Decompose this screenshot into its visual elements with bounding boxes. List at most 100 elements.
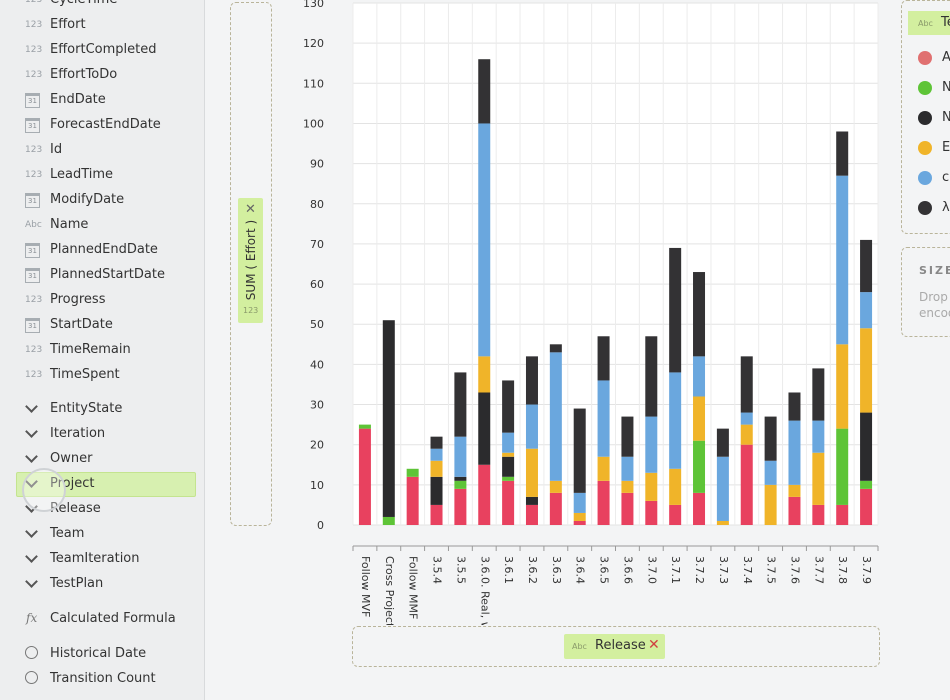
sidebar-field-plannedenddate[interactable]: 31 PlannedEndDate — [0, 238, 204, 263]
bar-segment — [860, 488, 873, 525]
cursor-highlight-ring — [22, 468, 66, 512]
x-tick-label: 3.7.0 — [645, 556, 658, 584]
x-tick-label: 3.7.8 — [836, 556, 849, 584]
bar-segment — [645, 336, 658, 417]
x-encoding-pill[interactable]: Abc Release ✕ — [564, 634, 665, 659]
bar-segment — [860, 328, 873, 413]
sidebar-field-label: StartDate — [50, 317, 113, 332]
bar-segment — [454, 488, 467, 525]
sidebar-field-timespent[interactable]: 123 TimeSpent — [0, 363, 204, 388]
sidebar-special-0[interactable]: fx Calculated Formula — [0, 607, 204, 632]
sidebar-field-timeremain[interactable]: 123 TimeRemain — [0, 338, 204, 363]
legend-swatch — [918, 171, 932, 185]
sidebar-group-teamiteration[interactable]: TeamIteration — [0, 547, 204, 572]
sidebar-group-testplan[interactable]: TestPlan — [0, 572, 204, 597]
bar-segment — [502, 480, 515, 525]
sidebar-group-owner[interactable]: Owner — [0, 447, 204, 472]
x-axis-drop-zone[interactable] — [352, 626, 880, 667]
sidebar-group-label: Release — [50, 501, 101, 516]
y-tick-label: 100 — [303, 117, 324, 130]
sidebar-field-efforttodo[interactable]: 123 EffortToDo — [0, 63, 204, 88]
number-type-icon: 123 — [25, 345, 43, 355]
sidebar-field-effortcompleted[interactable]: 123 EffortCompleted — [0, 38, 204, 63]
chevron-down-icon[interactable] — [25, 425, 38, 438]
x-tick-label: 3.6.1 — [502, 556, 515, 584]
legend-item[interactable]: cl — [918, 170, 950, 187]
sidebar-group-release[interactable]: Release — [0, 497, 204, 522]
y-encoding-pill[interactable]: ✕ SUM ( Effort ) 123 — [238, 198, 263, 323]
bar-segment — [860, 480, 873, 489]
x-tick-label: 3.6.5 — [598, 556, 611, 584]
sidebar-field-startdate[interactable]: 31 StartDate — [0, 313, 204, 338]
bar-segment — [573, 492, 586, 513]
sidebar-group-iteration[interactable]: Iteration — [0, 422, 204, 447]
legend-item[interactable]: λ — [918, 200, 950, 217]
sidebar-group-team[interactable]: Team — [0, 522, 204, 547]
sidebar-field-enddate[interactable]: 31 EndDate — [0, 88, 204, 113]
sidebar-field-progress[interactable]: 123 Progress — [0, 288, 204, 313]
sidebar-field-effort[interactable]: 123 Effort — [0, 13, 204, 38]
bar-segment — [573, 408, 586, 493]
sidebar-field-forecastenddate[interactable]: 31 ForecastEndDate — [0, 113, 204, 138]
size-encoding-panel[interactable]: SIZE Drop encoding — [901, 247, 950, 337]
x-tick-label: 3.7.4 — [741, 556, 754, 584]
bar-segment — [693, 440, 706, 493]
bar-segment — [430, 504, 443, 525]
y-axis-drop-zone[interactable] — [230, 2, 272, 526]
legend-label: λ — [942, 200, 950, 215]
bar-segment — [716, 456, 729, 521]
bar-segment — [478, 123, 491, 357]
sidebar-field-cycletime[interactable]: 123 CycleTime — [0, 0, 204, 13]
number-type-icon: 123 — [25, 20, 43, 30]
sidebar-field-label: CycleTime — [50, 0, 117, 7]
color-encoding-pill[interactable]: Abc Te — [908, 11, 950, 35]
bar-segment — [549, 492, 562, 525]
chevron-down-icon[interactable] — [25, 550, 38, 563]
field-list-sidebar: 123CycleTime123Effort123EffortCompleted1… — [0, 0, 205, 700]
sidebar-field-leadtime[interactable]: 123 LeadTime — [0, 163, 204, 188]
bar-segment — [860, 412, 873, 481]
legend-swatch — [918, 141, 932, 155]
sidebar-field-name[interactable]: Abc Name — [0, 213, 204, 238]
x-tick-label: 3.6.0. Real, wi — [478, 556, 491, 625]
remove-y-encoding-icon[interactable]: ✕ — [245, 202, 256, 217]
bar-segment — [502, 452, 515, 457]
chevron-down-icon[interactable] — [25, 400, 38, 413]
y-tick-label: 10 — [310, 479, 324, 492]
bar-segment — [573, 520, 586, 525]
y-tick-label: 80 — [310, 198, 324, 211]
sidebar-field-plannedstartdate[interactable]: 31 PlannedStartDate — [0, 263, 204, 288]
y-tick-label: 40 — [310, 358, 324, 371]
bar-segment — [525, 404, 538, 449]
legend-item[interactable]: N — [918, 110, 950, 127]
bar-segment — [597, 456, 610, 481]
sidebar-special-2[interactable]: Transition Count — [0, 667, 204, 692]
bar-segment — [358, 424, 371, 429]
sidebar-field-modifydate[interactable]: 31 ModifyDate — [0, 188, 204, 213]
remove-x-encoding-icon[interactable]: ✕ — [648, 637, 660, 653]
sidebar-group-label: TestPlan — [50, 576, 104, 591]
legend-item[interactable]: E — [918, 140, 950, 157]
bar-segment — [693, 272, 706, 357]
x-tick-label: 3.7.3 — [717, 556, 730, 584]
legend-label: E — [942, 140, 950, 155]
bar-segment — [621, 416, 634, 457]
sidebar-group-entitystate[interactable]: EntityState — [0, 397, 204, 422]
legend-item[interactable]: A — [918, 50, 950, 67]
chevron-down-icon[interactable] — [25, 575, 38, 588]
chevron-down-icon[interactable] — [25, 525, 38, 538]
sidebar-field-label: EffortToDo — [50, 67, 118, 82]
bar-segment — [454, 436, 467, 477]
chevron-down-icon[interactable] — [25, 450, 38, 463]
sidebar-special-1[interactable]: Historical Date — [0, 642, 204, 667]
bar-segment — [454, 372, 467, 437]
legend-label: A — [942, 50, 950, 65]
y-tick-label: 130 — [303, 0, 324, 10]
color-encoding-label: Te — [941, 15, 950, 30]
x-tick-label: 3.7.9 — [860, 556, 873, 584]
sidebar-field-label: LeadTime — [50, 167, 114, 182]
sidebar-field-label: PlannedStartDate — [50, 267, 165, 282]
sidebar-field-id[interactable]: 123 Id — [0, 138, 204, 163]
legend-item[interactable]: N — [918, 80, 950, 97]
color-legend-panel[interactable] — [901, 0, 950, 234]
